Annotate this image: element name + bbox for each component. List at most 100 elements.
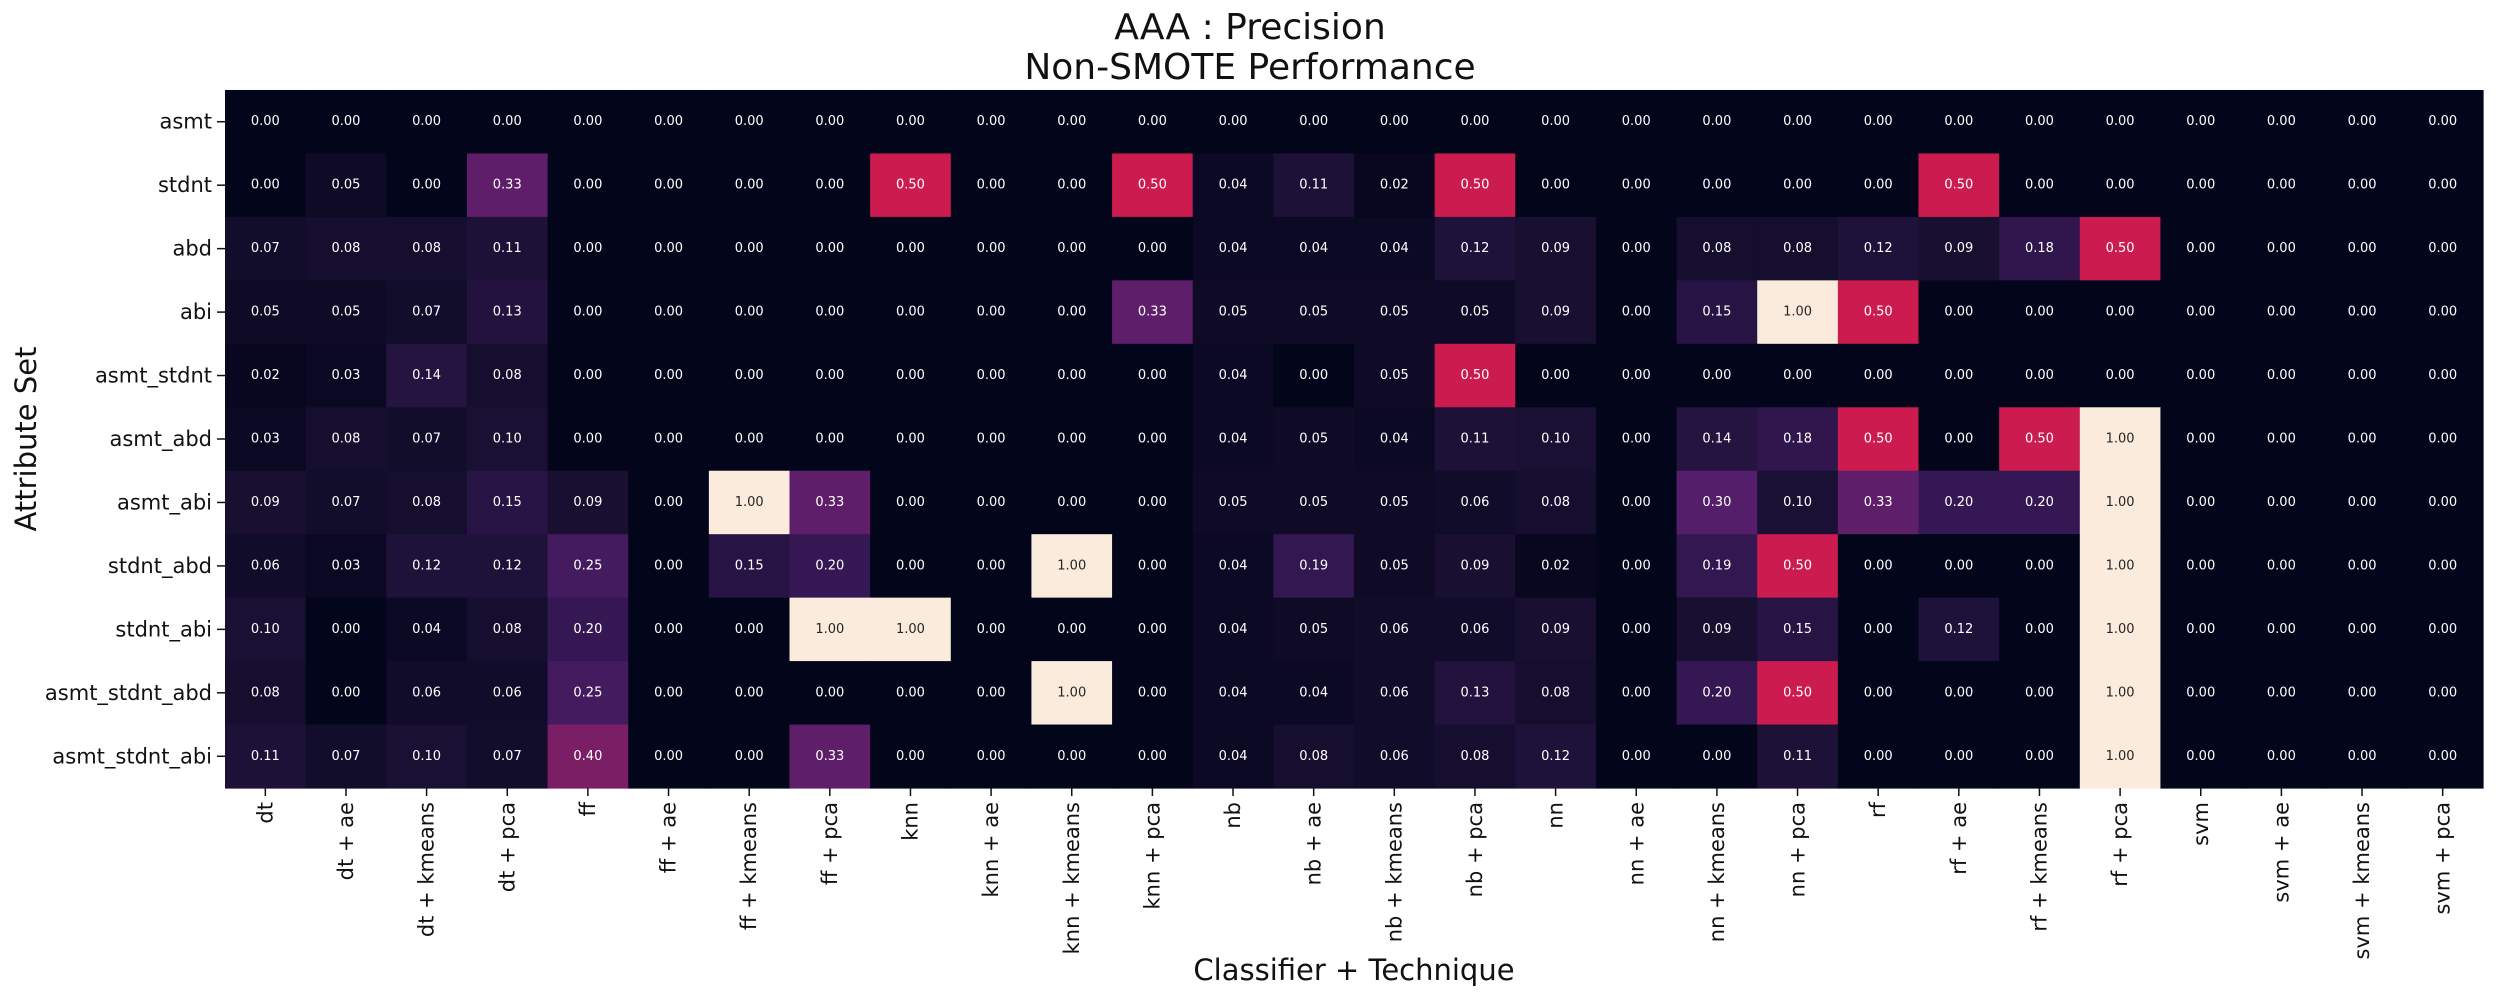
- y-tick-label: abd: [172, 237, 212, 261]
- heatmap-cell-value: 1.00: [735, 495, 764, 510]
- x-tick-label: ff + kmeans: [737, 802, 761, 930]
- heatmap-cell-value: 0.00: [2186, 432, 2215, 447]
- heatmap-cell: [708, 661, 791, 726]
- heatmap-cell: [386, 280, 468, 345]
- heatmap-cell-value: 0.10: [1541, 432, 1570, 447]
- heatmap-cell-value: 0.00: [1299, 368, 1328, 383]
- heatmap-cell-value: 0.00: [1622, 241, 1651, 256]
- heatmap-cell: [386, 90, 468, 155]
- heatmap-cell: [305, 407, 387, 472]
- heatmap-cell-value: 0.11: [1460, 432, 1489, 447]
- heatmap-cell-value: 0.00: [573, 114, 602, 129]
- heatmap-cell-value: 0.00: [2106, 305, 2135, 320]
- heatmap-cell: [1434, 153, 1516, 218]
- heatmap-cell: [1676, 343, 1758, 408]
- heatmap-cell-value: 0.00: [654, 432, 683, 447]
- heatmap-cell: [1515, 153, 1597, 218]
- heatmap-cell-value: 0.20: [1702, 685, 1731, 700]
- heatmap-cell-value: 0.00: [654, 241, 683, 256]
- heatmap-cell: [466, 724, 549, 789]
- heatmap-cell: [305, 343, 387, 408]
- heatmap-cell-value: 0.13: [1460, 685, 1489, 700]
- x-tick-label: svm + pca: [2431, 802, 2455, 915]
- heatmap-cell: [1273, 280, 1355, 345]
- heatmap-cell: [1273, 407, 1355, 472]
- heatmap-cell: [386, 661, 468, 726]
- heatmap-cell: [2402, 216, 2484, 281]
- heatmap-cell: [708, 597, 791, 662]
- heatmap-cell: [2160, 724, 2242, 789]
- heatmap-cell: [628, 724, 710, 789]
- heatmap-cell: [1354, 597, 1436, 662]
- heatmap-cell-value: 0.08: [1460, 749, 1489, 764]
- heatmap-cell: [305, 661, 387, 726]
- heatmap-cell-value: 0.00: [1138, 114, 1167, 129]
- heatmap-cell: [950, 470, 1033, 535]
- heatmap-cell-value: 0.00: [977, 749, 1006, 764]
- heatmap-cell-value: 0.02: [1541, 558, 1570, 573]
- heatmap-cell-value: 0.00: [2025, 368, 2054, 383]
- heatmap-cell-value: 0.33: [815, 749, 844, 764]
- heatmap-cell-value: 0.09: [1541, 305, 1570, 320]
- heatmap-cell: [2321, 534, 2403, 599]
- heatmap-cell: [1757, 407, 1839, 472]
- x-tick-label: nb + ae: [1302, 802, 1326, 885]
- heatmap-cell: [1354, 280, 1436, 345]
- heatmap-cell: [466, 597, 549, 662]
- heatmap-cell: [950, 343, 1033, 408]
- heatmap-cells: [225, 90, 2484, 789]
- heatmap-cell: [628, 534, 710, 599]
- heatmap-cell: [466, 343, 549, 408]
- heatmap-cell: [2160, 280, 2242, 345]
- heatmap-cell-value: 0.00: [412, 178, 441, 193]
- heatmap-cell-value: 0.50: [1460, 368, 1489, 383]
- heatmap-cell-value: 0.00: [573, 241, 602, 256]
- heatmap-cell: [708, 153, 791, 218]
- heatmap-cell: [547, 597, 629, 662]
- heatmap-cell: [1676, 280, 1758, 345]
- heatmap-cell-value: 0.00: [1622, 368, 1651, 383]
- heatmap-cell-value: 0.12: [1460, 241, 1489, 256]
- heatmap-cell-value: 0.08: [251, 685, 280, 700]
- heatmap-cell-value: 0.06: [251, 558, 280, 573]
- heatmap-cell: [1676, 407, 1758, 472]
- heatmap-cell-value: 0.00: [1057, 178, 1086, 193]
- heatmap-cell: [1112, 724, 1194, 789]
- heatmap-cell: [1837, 216, 1920, 281]
- heatmap-cell-value: 0.00: [896, 305, 925, 320]
- heatmap-cell: [1595, 216, 1678, 281]
- heatmap-cell-value: 0.00: [1622, 622, 1651, 637]
- heatmap-cell-value: 0.00: [1138, 432, 1167, 447]
- heatmap-cell: [547, 343, 629, 408]
- x-tick-label: nn + ae: [1624, 802, 1648, 885]
- heatmap-cell: [789, 597, 871, 662]
- heatmap-cell: [1595, 280, 1678, 345]
- heatmap-cell: [2241, 597, 2323, 662]
- y-tick-label: stdnt: [158, 173, 212, 197]
- heatmap-cell: [1515, 343, 1597, 408]
- heatmap-cell: [305, 597, 387, 662]
- heatmap-cell-value: 0.00: [1864, 749, 1893, 764]
- heatmap-cell-value: 0.04: [1380, 432, 1409, 447]
- heatmap-cell: [950, 407, 1033, 472]
- heatmap-cell-value: 0.00: [1864, 178, 1893, 193]
- heatmap-cell-value: 0.00: [2186, 114, 2215, 129]
- heatmap-cell: [1676, 90, 1758, 155]
- heatmap-cell-value: 0.11: [1783, 749, 1812, 764]
- x-tick-label: ff + pca: [818, 802, 842, 885]
- x-tick-label: svm + ae: [2269, 802, 2293, 903]
- heatmap-cell: [950, 280, 1033, 345]
- heatmap-cell-value: 0.00: [896, 114, 925, 129]
- heatmap-cell-value: 0.06: [1380, 685, 1409, 700]
- heatmap-cell: [2241, 280, 2323, 345]
- heatmap-cell: [1354, 343, 1436, 408]
- x-tick-label: nn: [1544, 802, 1568, 829]
- heatmap-cell-value: 0.00: [331, 622, 360, 637]
- heatmap-cell: [1273, 470, 1355, 535]
- heatmap-cell-value: 0.00: [331, 114, 360, 129]
- heatmap-cell-value: 0.00: [735, 432, 764, 447]
- heatmap-cell: [386, 470, 468, 535]
- heatmap-cell-value: 0.00: [815, 432, 844, 447]
- heatmap-cell: [870, 153, 952, 218]
- heatmap-cell-value: 0.09: [1541, 622, 1570, 637]
